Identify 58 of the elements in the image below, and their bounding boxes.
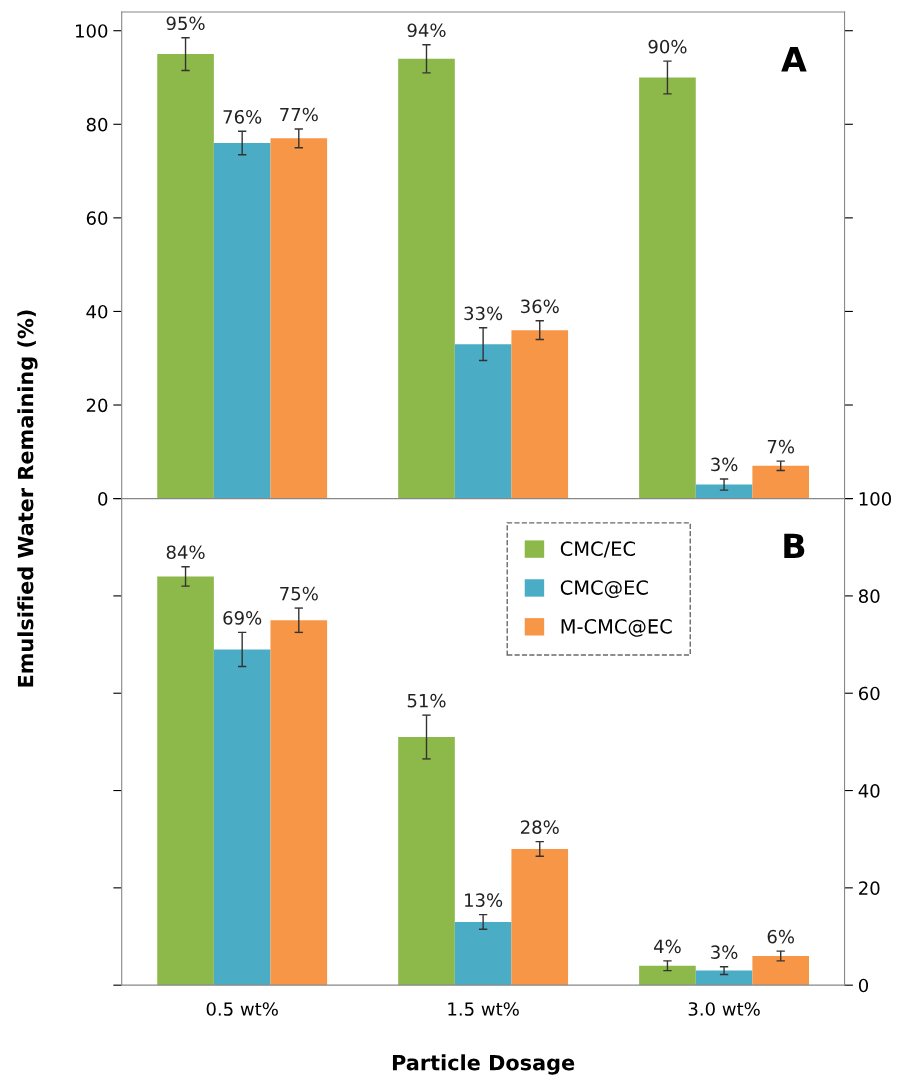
bar bbox=[511, 330, 569, 499]
data-label: 77% bbox=[280, 107, 318, 122]
data-label: 69% bbox=[223, 611, 262, 625]
legend-label: CMC/EC bbox=[560, 541, 636, 558]
y-tick-label: 40 bbox=[86, 304, 108, 319]
bar bbox=[454, 344, 512, 499]
annotation: A bbox=[781, 47, 807, 72]
bar bbox=[511, 848, 569, 986]
annotation: B bbox=[784, 533, 805, 558]
legend-label: M-CMC@EC bbox=[561, 619, 672, 637]
x-tick-label: 3.0 wt% bbox=[688, 1002, 760, 1016]
bar bbox=[695, 970, 753, 986]
x-tick-label: 0.5 wt% bbox=[206, 1002, 278, 1016]
data-label: 94% bbox=[407, 23, 446, 38]
x-axis-title: Particle Dosage bbox=[392, 1054, 575, 1075]
bar bbox=[454, 921, 512, 986]
y-tick-label: 20 bbox=[859, 881, 880, 895]
y-tick-label: 80 bbox=[858, 589, 880, 604]
y-tick-label: 0 bbox=[98, 492, 108, 506]
y-tick-label: 60 bbox=[859, 686, 880, 701]
bar bbox=[639, 965, 696, 986]
data-label: 3% bbox=[711, 457, 738, 472]
bar bbox=[752, 465, 809, 499]
y-axis-title: Emulsified Water Remaining (%) bbox=[17, 310, 38, 687]
bar bbox=[398, 58, 455, 499]
bar bbox=[213, 143, 271, 499]
bar bbox=[695, 484, 753, 499]
legend-label: CMC@EC bbox=[560, 580, 648, 598]
y-tick-label: 100 bbox=[859, 492, 891, 506]
y-tick-label: 20 bbox=[86, 398, 108, 413]
data-label: 7% bbox=[767, 439, 795, 454]
bar bbox=[270, 138, 328, 499]
data-label: 28% bbox=[521, 820, 559, 834]
data-label: 33% bbox=[464, 306, 503, 321]
y-tick-label: 0 bbox=[858, 978, 869, 993]
data-label: 75% bbox=[280, 586, 318, 601]
x-tick-label: 1.5 wt% bbox=[448, 1002, 519, 1016]
bar bbox=[157, 576, 214, 986]
bar bbox=[157, 54, 214, 499]
y-tick-label: 60 bbox=[86, 211, 108, 225]
data-label: 6% bbox=[767, 929, 795, 944]
data-label: 3% bbox=[711, 945, 738, 960]
bar bbox=[398, 737, 455, 986]
data-label: 76% bbox=[223, 109, 262, 124]
data-label: 95% bbox=[166, 16, 205, 31]
bar bbox=[752, 955, 809, 986]
data-label: 51% bbox=[407, 693, 446, 708]
bar bbox=[270, 620, 328, 986]
bar bbox=[639, 77, 696, 499]
data-label: 36% bbox=[521, 299, 559, 314]
y-tick-label: 100 bbox=[76, 24, 108, 38]
data-label: 4% bbox=[654, 939, 681, 954]
data-label: 90% bbox=[648, 39, 687, 54]
bar bbox=[213, 649, 271, 986]
data-label: 84% bbox=[166, 545, 205, 560]
y-tick-label: 40 bbox=[858, 784, 880, 798]
y-tick-label: 80 bbox=[86, 117, 108, 132]
data-label: 13% bbox=[465, 893, 503, 907]
